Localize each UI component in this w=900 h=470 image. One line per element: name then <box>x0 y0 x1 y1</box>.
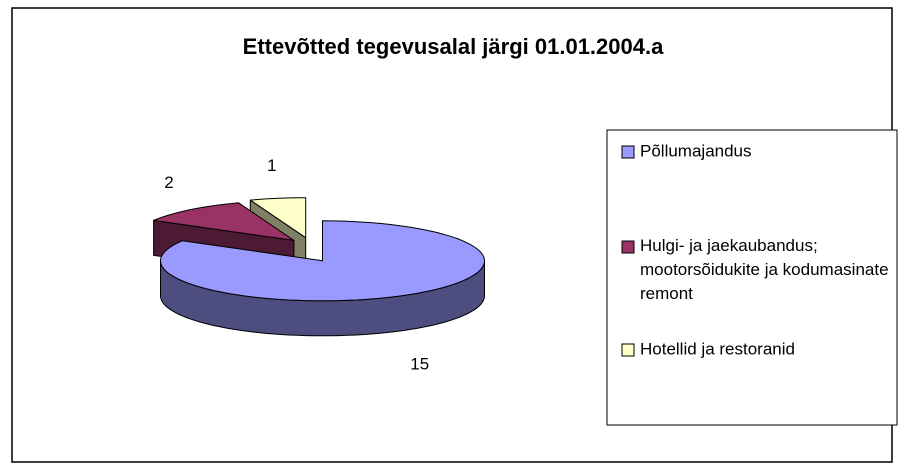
data-label: 15 <box>410 355 429 374</box>
legend-label: Hulgi- ja jaekaubandus; mootorsõidukite j… <box>640 236 889 303</box>
slice-top <box>153 202 295 241</box>
legend-label: Põllumajandus <box>640 141 752 160</box>
pie-slice: 15 <box>160 220 485 374</box>
legend-swatch <box>621 145 635 159</box>
slice-top <box>160 220 485 302</box>
legend-swatch <box>621 240 635 254</box>
legend-label: Hotellid ja restoranid <box>640 339 795 358</box>
legend-swatch <box>621 343 635 357</box>
data-label: 1 <box>267 156 276 175</box>
slice-top <box>249 197 307 239</box>
data-label: 2 <box>164 173 173 192</box>
legend-box <box>606 129 898 426</box>
chart-title: Ettevõtted tegevusalal järgi 01.01.2004.… <box>243 34 664 59</box>
